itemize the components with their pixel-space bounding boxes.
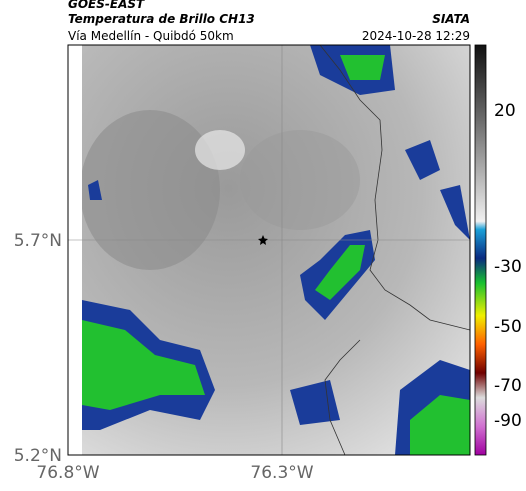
lat-tick: 5.2°N — [14, 446, 62, 466]
location: Vía Medellín - Quibdó 50km — [68, 29, 234, 43]
colorbar-tick: -90 — [494, 411, 522, 431]
lat-tick: 5.7°N — [14, 231, 62, 251]
colorbar-tick: -50 — [494, 317, 522, 337]
map — [67, 44, 471, 456]
colorbar-tick: -70 — [494, 376, 522, 396]
source: SIATA — [432, 12, 470, 26]
subtitle: Temperatura de Brillo CH13 — [68, 12, 255, 26]
colorbar-tick: -30 — [494, 257, 522, 277]
title: GOES-EAST — [68, 0, 145, 11]
colorbar: 20 -30 -50 -70 -90 — [474, 44, 522, 456]
lon-tick: 76.3°W — [250, 463, 313, 483]
datetime: 2024-10-28 12:29 — [362, 29, 470, 43]
colorbar-tick: 20 — [494, 101, 516, 121]
lon-tick: 76.8°W — [36, 463, 99, 483]
